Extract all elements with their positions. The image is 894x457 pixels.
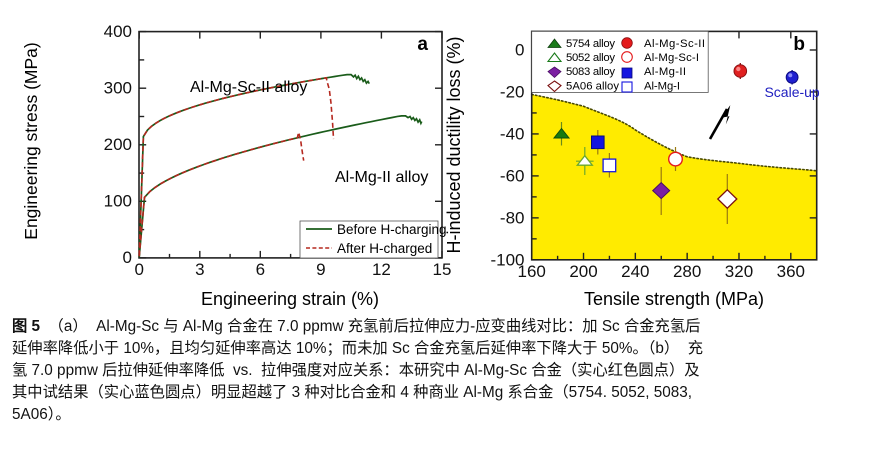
svg-text:6: 6	[256, 260, 265, 279]
svg-text:Al-Mg-I: Al-Mg-I	[644, 81, 680, 93]
svg-text:320: 320	[725, 262, 753, 281]
svg-text:Tensile strength (MPa): Tensile strength (MPa)	[584, 289, 764, 309]
svg-text:360: 360	[777, 262, 805, 281]
svg-text:-60: -60	[500, 167, 525, 186]
svg-text:0: 0	[134, 260, 143, 279]
svg-text:12: 12	[372, 260, 391, 279]
svg-text:After H-charged: After H-charged	[337, 241, 432, 256]
svg-text:Al-Mg-II: Al-Mg-II	[644, 66, 686, 78]
svg-text:b: b	[793, 34, 805, 55]
svg-text:9: 9	[316, 260, 325, 279]
svg-text:H-induced ductility loss (%): H-induced ductility loss (%)	[444, 36, 464, 253]
svg-text:Scale-up: Scale-up	[764, 84, 819, 100]
svg-text:-20: -20	[500, 83, 525, 102]
svg-text:-40: -40	[500, 125, 525, 144]
svg-text:0: 0	[515, 41, 524, 60]
svg-text:-80: -80	[500, 209, 525, 228]
svg-text:5052 alloy: 5052 alloy	[566, 52, 615, 64]
svg-text:Al-Mg-II alloy: Al-Mg-II alloy	[335, 169, 428, 186]
svg-text:3: 3	[195, 260, 204, 279]
svg-text:5754 alloy: 5754 alloy	[566, 38, 615, 50]
svg-text:100: 100	[104, 192, 132, 211]
svg-text:-100: -100	[490, 251, 524, 270]
svg-text:Al-Mg-Sc-I: Al-Mg-Sc-I	[644, 52, 699, 64]
svg-text:Al-Mg-Sc-II: Al-Mg-Sc-II	[644, 38, 705, 50]
svg-text:0: 0	[123, 248, 132, 267]
svg-text:5083 alloy: 5083 alloy	[566, 66, 615, 78]
svg-text:Engineering strain (%): Engineering strain (%)	[201, 289, 379, 309]
svg-text:200: 200	[569, 262, 597, 281]
svg-text:300: 300	[104, 79, 132, 98]
svg-text:Engineering stress (MPa): Engineering stress (MPa)	[21, 42, 41, 239]
svg-text:5A06 alloy: 5A06 alloy	[566, 81, 619, 93]
svg-text:280: 280	[673, 262, 701, 281]
svg-text:15: 15	[433, 260, 452, 279]
svg-text:Al-Mg-Sc-II alloy: Al-Mg-Sc-II alloy	[190, 79, 307, 96]
svg-text:400: 400	[104, 22, 132, 41]
svg-text:a: a	[417, 34, 428, 55]
svg-text:Before H-charging: Before H-charging	[337, 222, 447, 237]
svg-text:240: 240	[621, 262, 649, 281]
svg-text:200: 200	[104, 135, 132, 154]
